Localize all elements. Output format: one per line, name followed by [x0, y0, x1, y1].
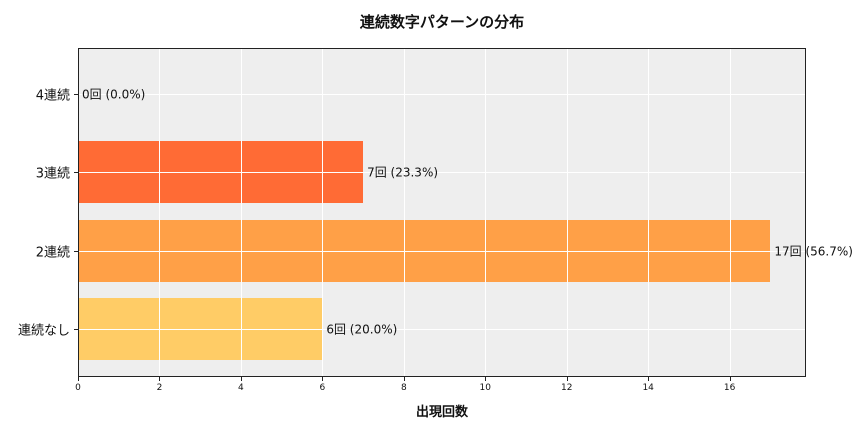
x-tick — [566, 377, 568, 381]
x-tick — [729, 377, 731, 381]
v-gridline — [240, 48, 242, 376]
h-gridline — [78, 329, 805, 330]
x-tick-label: 8 — [400, 383, 407, 393]
y-tick-label: 4連続 — [35, 88, 70, 104]
x-tick-label: 10 — [479, 383, 492, 393]
chart-title: 連続数字パターンの分布 — [359, 13, 525, 31]
x-tick — [240, 377, 242, 381]
y-tick — [74, 94, 78, 95]
y-tick — [74, 172, 78, 173]
bar-value-label: 7回 (23.3%) — [367, 165, 439, 180]
y-tick — [74, 251, 78, 252]
x-tick-label: 16 — [723, 383, 736, 393]
v-gridline — [322, 48, 324, 376]
y-tick-label: 2連続 — [35, 245, 70, 261]
v-gridline — [566, 48, 568, 376]
y-tick-label: 連続なし — [17, 323, 70, 339]
bar-value-label: 6回 (20.0%) — [326, 322, 398, 337]
x-tick-label: 2 — [156, 383, 163, 393]
h-gridline — [78, 251, 805, 252]
x-tick — [403, 377, 405, 381]
v-gridline — [485, 48, 487, 376]
v-gridline — [648, 48, 650, 376]
x-tick — [485, 377, 487, 381]
x-tick — [648, 377, 650, 381]
x-tick-label: 12 — [561, 383, 573, 393]
x-tick — [322, 377, 324, 381]
v-gridline — [403, 48, 405, 376]
x-tick-label: 0 — [75, 383, 81, 393]
x-tick-label: 6 — [319, 383, 326, 393]
y-tick-label: 3連続 — [35, 166, 70, 182]
y-tick — [74, 329, 78, 330]
v-gridline — [159, 48, 161, 376]
bar-value-label: 0回 (0.0%) — [82, 87, 146, 102]
x-axis-title: 出現回数 — [415, 405, 468, 420]
x-tick — [159, 377, 161, 381]
x-tick-label: 4 — [238, 383, 244, 393]
bar-value-label: 17回 (56.7%) — [774, 244, 853, 259]
h-gridline — [78, 172, 805, 173]
h-gridline — [78, 94, 805, 95]
v-gridline — [729, 48, 731, 376]
x-tick-label: 14 — [642, 383, 654, 393]
plot-area — [78, 48, 805, 376]
x-tick — [78, 377, 79, 381]
